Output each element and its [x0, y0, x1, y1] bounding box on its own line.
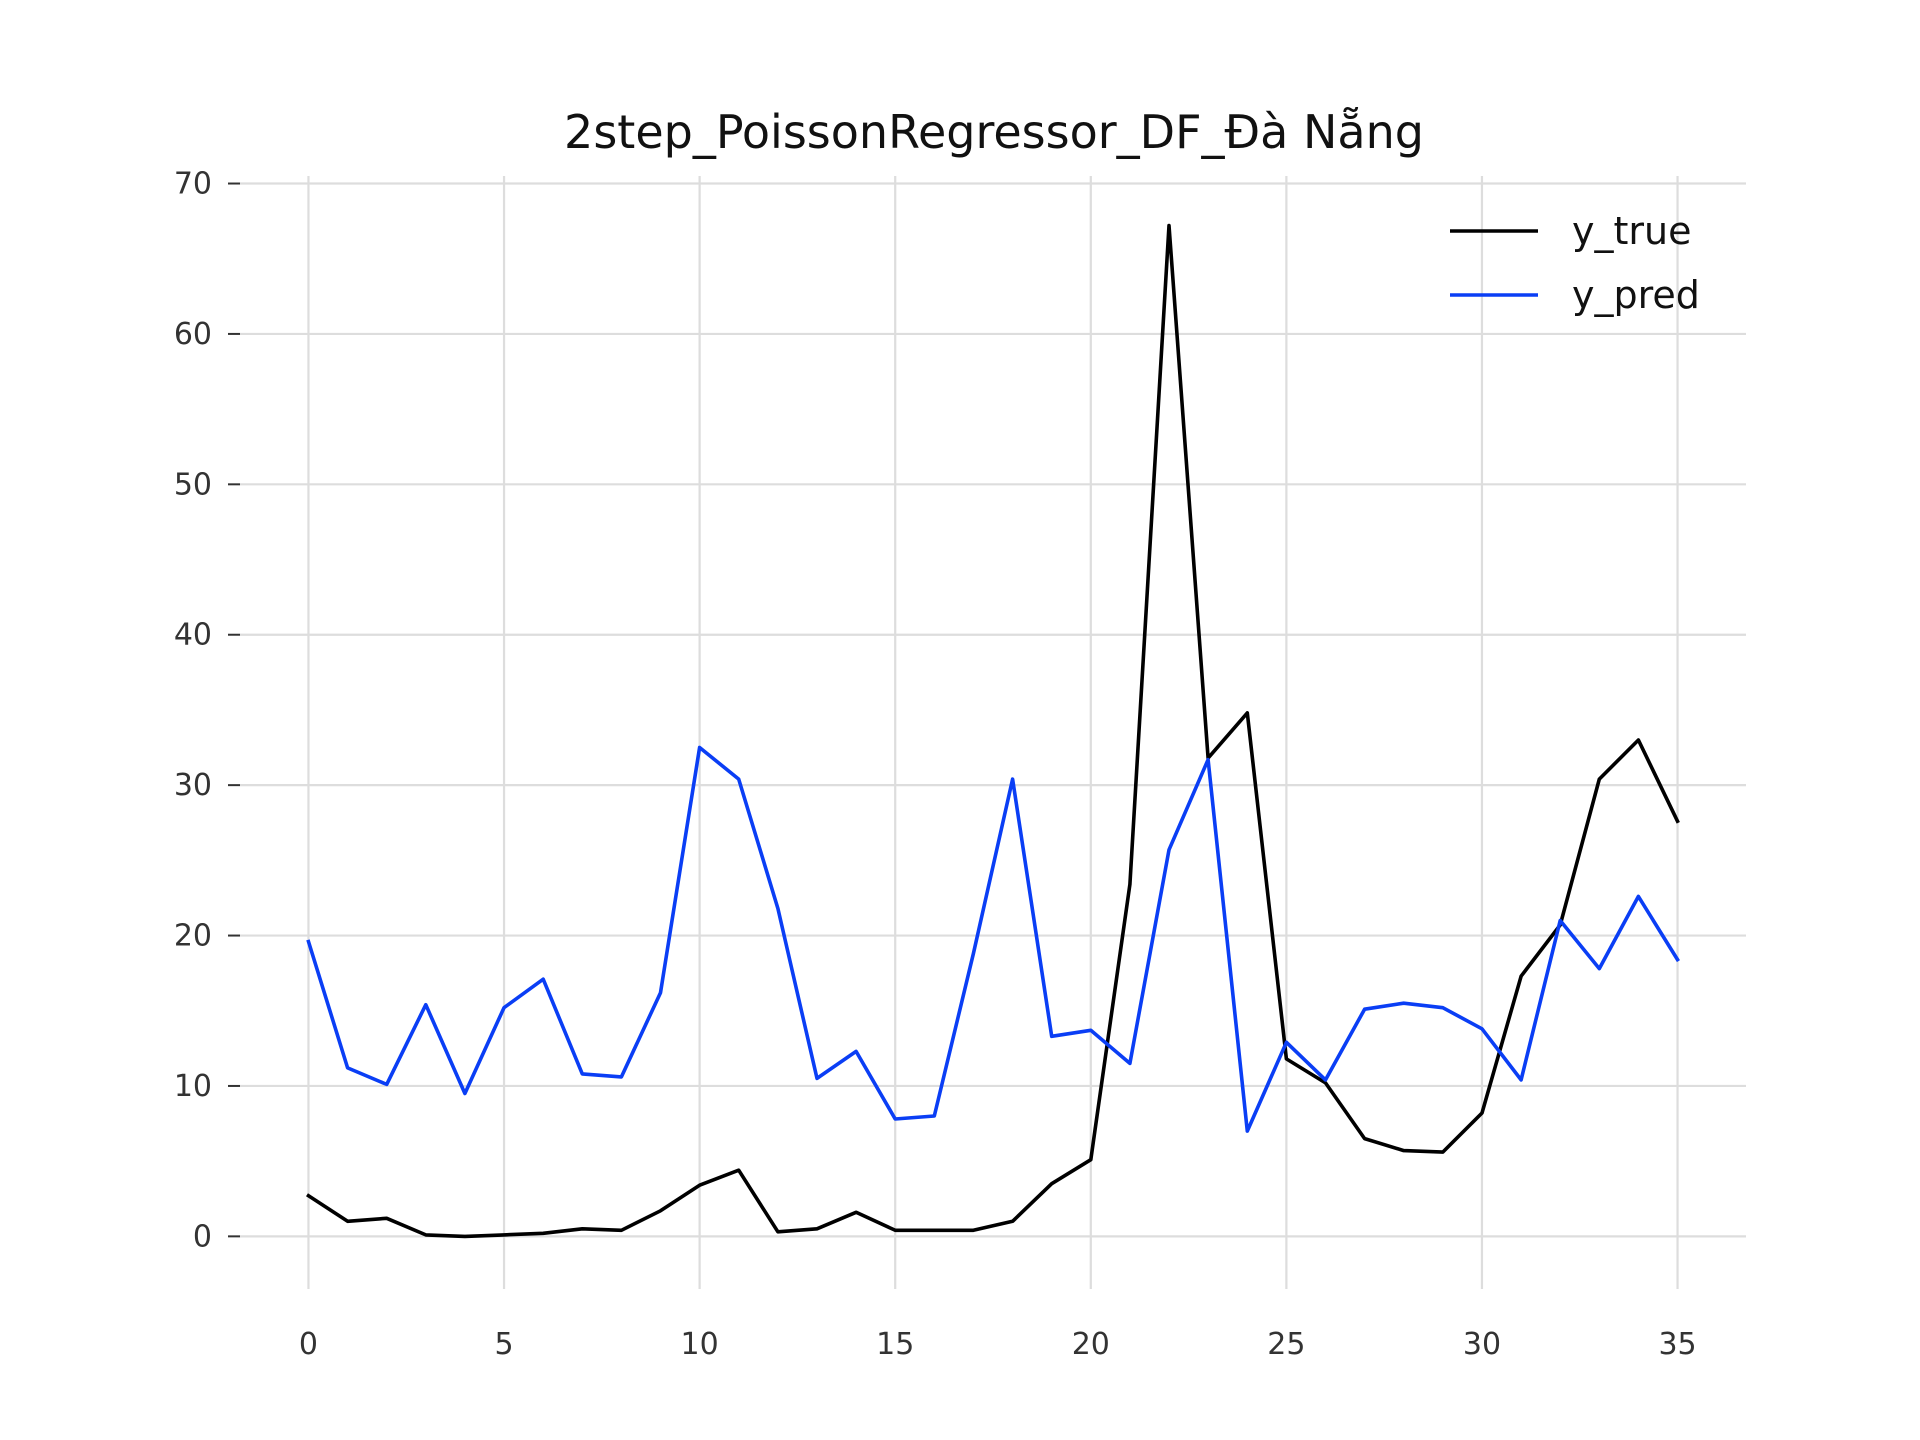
grid-layer: [240, 176, 1746, 1289]
y-tick-label: 50: [174, 467, 212, 502]
series-line-y-true: [306, 223, 1680, 1239]
x-tick-label: 30: [1463, 1327, 1501, 1362]
y-tick-label: 20: [174, 919, 212, 954]
series-line-y-pred: [306, 745, 1680, 1133]
legend: y_true y_pred: [1450, 209, 1700, 317]
y-tick-label: 0: [193, 1219, 212, 1254]
axis-layer: 0 5 10 15 20 25 30 35 0 10 20 30 40 50 60 70: [174, 167, 1697, 1362]
x-tick-label: 20: [1072, 1327, 1110, 1362]
y-tick-label: 70: [174, 167, 212, 202]
x-tick-label: 5: [494, 1327, 513, 1362]
x-tick-label: 10: [681, 1327, 719, 1362]
chart-title: 2step_PoissonRegressor_DF_Đà Nẵng: [564, 105, 1424, 159]
series-layer: [306, 223, 1680, 1239]
y-tick-label: 30: [174, 768, 212, 803]
y-tick-label: 40: [174, 618, 212, 653]
legend-label: y_true: [1572, 209, 1691, 253]
x-tick-label: 15: [876, 1327, 914, 1362]
x-tick-label: 35: [1658, 1327, 1696, 1362]
x-tick-label: 25: [1267, 1327, 1305, 1362]
legend-label: y_pred: [1572, 273, 1700, 317]
y-tick-label: 10: [174, 1069, 212, 1104]
x-tick-label: 0: [299, 1327, 318, 1362]
y-tick-label: 60: [174, 317, 212, 352]
